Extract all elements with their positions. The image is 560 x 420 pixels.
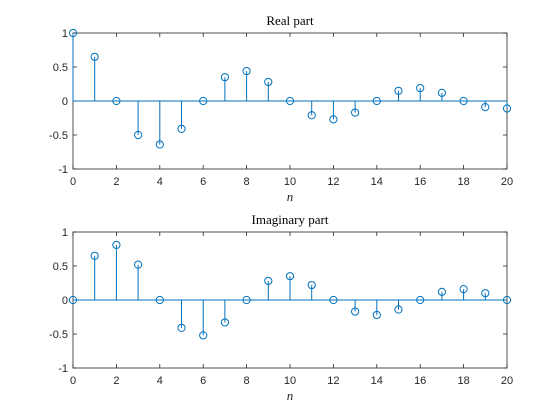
x-tick-label: 8: [244, 176, 250, 188]
stem-marker: [199, 96, 208, 106]
stem-marker: [155, 140, 164, 149]
stem-marker: [372, 96, 381, 106]
stem-marker: [220, 73, 229, 82]
chart-title: Real part: [266, 13, 314, 28]
stem-marker: [220, 318, 229, 327]
y-tick-label: -1: [58, 363, 68, 375]
x-tick-label: 0: [70, 375, 76, 387]
x-tick-label: 14: [371, 375, 383, 387]
x-tick-label: 8: [244, 375, 250, 387]
y-tick-label: 1: [62, 227, 68, 239]
stem-marker: [177, 124, 186, 133]
x-tick-label: 2: [113, 176, 119, 188]
x-tick-label: 6: [200, 176, 206, 188]
stem-marker: [437, 287, 446, 296]
x-tick-label: 10: [284, 375, 296, 387]
subplot-real-part: 0 2 4 6 8 10 12 14 16 18 20 -1 -0.5 0 0.5 1 Real part n: [49, 13, 513, 204]
x-tick-label: 20: [501, 176, 513, 188]
x-tick-label: 2: [113, 375, 119, 387]
stem-marker: [68, 28, 78, 38]
stem-marker: [242, 66, 251, 76]
y-tick-label: -0.5: [49, 329, 68, 341]
stem-marker: [264, 276, 273, 286]
stem-marker: [394, 305, 403, 314]
stem-marker: [285, 96, 295, 106]
x-tick-label: 4: [157, 375, 163, 387]
x-tick-label: 14: [371, 176, 383, 188]
x-tick-label: 18: [457, 375, 469, 387]
stem-marker: [394, 86, 403, 95]
stem-marker: [481, 289, 490, 298]
stem-marker: [307, 111, 316, 120]
y-tick-label: 1: [62, 28, 68, 40]
stem-marker: [481, 103, 490, 112]
stem-marker: [68, 295, 78, 305]
x-tick-label: 16: [414, 375, 426, 387]
stem-marker: [90, 251, 99, 260]
stem-marker: [416, 295, 425, 305]
stem-marker: [437, 88, 446, 97]
stem-marker: [307, 280, 316, 290]
x-tick-label: 20: [501, 375, 513, 387]
y-tick-label: 0: [62, 96, 68, 108]
x-tick-label: 10: [284, 176, 296, 188]
stem-marker: [199, 331, 208, 340]
stem-marker: [134, 260, 143, 269]
x-tick-label: 4: [157, 176, 163, 188]
x-tick-label: 12: [327, 375, 339, 387]
stem-marker: [112, 240, 121, 250]
stem-marker: [459, 285, 468, 294]
stem-marker: [177, 323, 186, 332]
stem-marker: [155, 295, 164, 305]
subplot-imaginary-part: 0 2 4 6 8 10 12 14 16 18 20 -1 -0.5 0 0.5 1 Imaginary pa…: [49, 212, 513, 403]
y-tick-label: 0.5: [53, 261, 68, 273]
y-tick-label: -0.5: [49, 130, 68, 142]
x-axis-label: n: [287, 189, 294, 204]
stem-marker: [264, 77, 273, 87]
y-tick-label: 0: [62, 295, 68, 307]
stem-marker: [112, 96, 121, 106]
stem-marker: [285, 272, 295, 281]
x-tick-label: 12: [327, 176, 339, 188]
stem-marker: [242, 295, 251, 305]
x-tick-label: 6: [200, 375, 206, 387]
stem-marker: [90, 52, 99, 61]
stem-marker: [351, 307, 360, 316]
stem-marker: [372, 310, 381, 320]
stem-marker: [329, 115, 338, 124]
x-tick-label: 16: [414, 176, 426, 188]
stem-marker: [134, 130, 143, 140]
x-tick-label: 0: [70, 176, 76, 188]
stem-marker: [416, 83, 425, 93]
stem-marker: [351, 108, 360, 117]
y-tick-label: -1: [58, 164, 68, 176]
x-axis-label: n: [287, 388, 294, 403]
chart-title: Imaginary part: [252, 212, 329, 227]
stem-marker: [502, 295, 512, 305]
stem-marker: [459, 96, 468, 106]
stem-marker: [329, 295, 338, 305]
y-tick-label: 0.5: [53, 62, 68, 74]
x-tick-label: 18: [457, 176, 469, 188]
stem-marker: [502, 104, 512, 113]
